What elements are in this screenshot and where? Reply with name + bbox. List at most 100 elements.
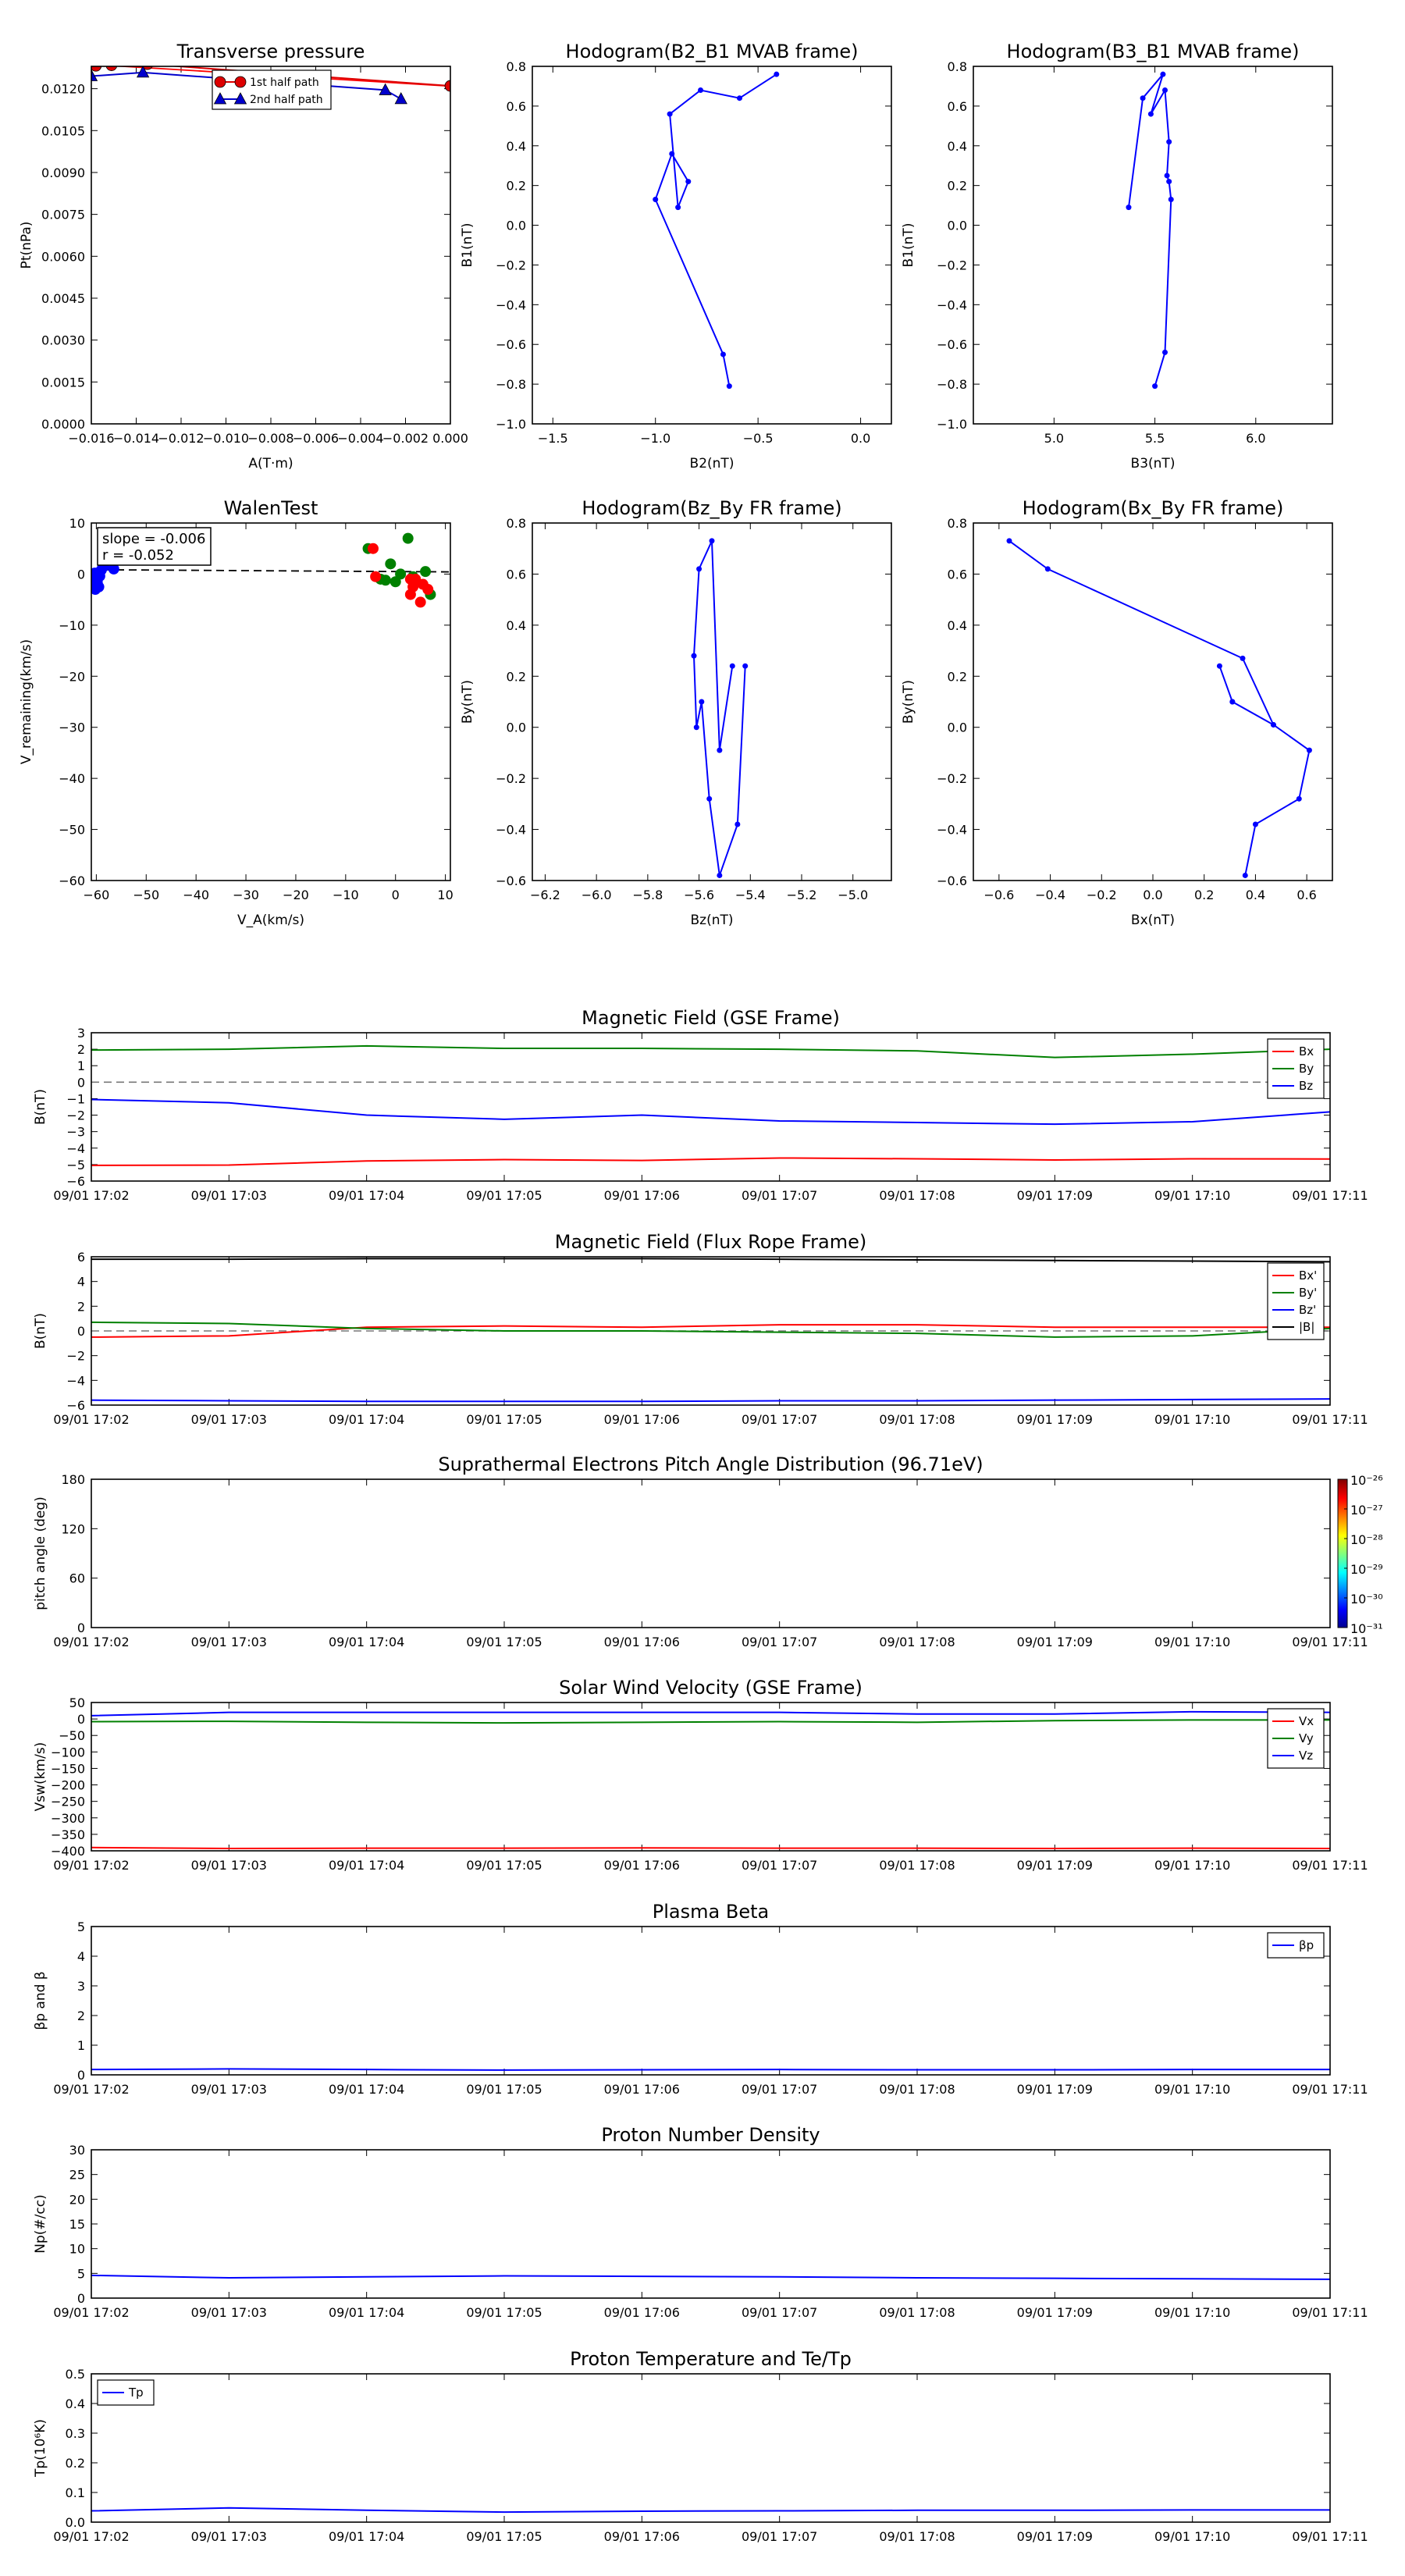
y-tick-label: −5 — [66, 1158, 85, 1172]
x-tick-label: 09/01 17:02 — [53, 2082, 129, 2097]
x-axis-label: B2(nT) — [690, 456, 735, 471]
data-point — [1168, 196, 1174, 202]
x-tick-label: 09/01 17:09 — [1017, 2529, 1093, 2544]
x-tick-label: 09/01 17:08 — [879, 2082, 955, 2097]
data-point — [720, 351, 726, 358]
y-tick-label: 6 — [77, 1250, 85, 1265]
x-tick-label: 09/01 17:11 — [1292, 1635, 1368, 1649]
data-point — [1164, 173, 1170, 179]
y-tick-label: −0.2 — [937, 771, 967, 786]
y-tick-label: 0.0015 — [41, 375, 85, 390]
data-point — [1126, 205, 1132, 211]
x-tick-label: 09/01 17:11 — [1292, 1188, 1368, 1203]
data-point — [706, 795, 713, 802]
x-tick-label: 09/01 17:02 — [53, 1858, 129, 1873]
chart-title: Hodogram(B3_B1 MVAB frame) — [1007, 41, 1300, 62]
x-tick-label: 09/01 17:09 — [1017, 1635, 1093, 1649]
y-tick-label: 0.3 — [66, 2426, 85, 2441]
colorbar-tick-label: 10⁻²⁸ — [1350, 1532, 1383, 1547]
y-tick-label: −4 — [66, 1141, 85, 1156]
x-tick-label: 09/01 17:11 — [1292, 1858, 1368, 1873]
legend-box — [1267, 1708, 1325, 1769]
data-point — [395, 568, 407, 580]
y-tick-label: 0.2 — [948, 179, 967, 194]
plot-frame — [91, 2149, 1331, 2299]
x-tick-label: 09/01 17:05 — [466, 1188, 542, 1203]
y-tick-label: −0.4 — [937, 297, 967, 312]
y-tick-label: 0.0075 — [41, 208, 85, 222]
x-tick-label: −5.4 — [735, 888, 766, 902]
x-tick-label: −20 — [283, 888, 309, 902]
plot-frame — [973, 522, 1333, 881]
colorbar-tick-label: 10⁻²⁶ — [1350, 1473, 1383, 1488]
data-point — [1216, 663, 1222, 669]
chart-bgse: 09/01 17:02 09/01 17:03 09/01 17:04 09/01 1… — [33, 1007, 1368, 1203]
y-tick-label: 0.0 — [507, 219, 526, 233]
y-tick-label: −200 — [51, 1778, 85, 1793]
y-tick-label: 0 — [77, 2068, 85, 2083]
x-tick-label: 09/01 17:06 — [604, 2082, 680, 2097]
x-tick-label: −30 — [233, 888, 259, 902]
x-tick-label: 09/01 17:07 — [742, 2305, 817, 2320]
x-tick-label: −0.006 — [293, 431, 339, 446]
x-tick-label: 09/01 17:11 — [1292, 2529, 1368, 2544]
data-point — [1270, 721, 1276, 728]
x-tick-label: 09/01 17:03 — [191, 1635, 267, 1649]
y-tick-label: −40 — [59, 771, 85, 786]
x-tick-label: 09/01 17:06 — [604, 1858, 680, 1873]
y-axis-label: By(nT) — [901, 680, 916, 724]
y-axis-label: pitch angle (deg) — [33, 1496, 48, 1610]
x-tick-label: 09/01 17:03 — [191, 2305, 267, 2320]
series-line — [91, 1398, 1331, 1403]
x-tick-label: −1.0 — [640, 431, 670, 446]
series-line — [91, 2507, 1330, 2514]
chart-title: WalenTest — [224, 497, 318, 519]
data-point — [717, 747, 723, 753]
x-tick-label: 0.2 — [1194, 888, 1214, 902]
x-tick-label: 09/01 17:09 — [1017, 1188, 1093, 1203]
data-point — [402, 532, 414, 544]
y-tick-label: 0.0 — [948, 219, 967, 233]
plot-area — [1006, 538, 1312, 878]
y-tick-label: 180 — [61, 1472, 85, 1487]
y-tick-label: −0.6 — [937, 873, 967, 888]
legend-label: Vy — [1299, 1731, 1314, 1745]
data-point — [736, 95, 742, 101]
chart-pt: −0.016−0.014−0.012−0.010−0.008−0.006−0.0… — [19, 41, 468, 471]
data-point — [1152, 383, 1158, 390]
y-tick-label: 50 — [69, 1695, 85, 1710]
x-tick-label: 09/01 17:02 — [53, 2305, 129, 2320]
y-tick-label: −250 — [51, 1795, 85, 1809]
series-line — [91, 2068, 1330, 2071]
chart-title: Hodogram(Bz_By FR frame) — [582, 497, 841, 519]
y-tick-label: −50 — [59, 823, 85, 838]
data-point — [94, 571, 105, 582]
legend-label: Tp — [128, 2386, 144, 2400]
data-point — [414, 596, 426, 608]
y-axis-label: Tp(10⁶K) — [33, 2419, 48, 2478]
x-tick-label: −5.8 — [632, 888, 663, 902]
series-line — [91, 1258, 1331, 1263]
y-tick-label: 0.2 — [948, 669, 967, 684]
data-point — [699, 699, 705, 705]
x-tick-label: −0.004 — [337, 431, 383, 446]
x-tick-label: 09/01 17:11 — [1292, 1412, 1368, 1427]
data-point — [698, 87, 704, 94]
y-tick-label: −0.6 — [496, 337, 526, 352]
x-tick-label: −0.014 — [113, 431, 159, 446]
y-axis-label: Vsw(km/s) — [33, 1742, 48, 1812]
x-tick-label: 09/01 17:04 — [329, 1635, 404, 1649]
plot-frame — [532, 522, 892, 881]
data-point — [105, 66, 118, 71]
y-tick-label: −300 — [51, 1811, 85, 1826]
y-tick-label: −50 — [59, 1728, 85, 1743]
y-tick-label: 0 — [77, 2291, 85, 2306]
x-axis-label: Bx(nT) — [1131, 913, 1175, 928]
colorbar-tick-label: 10⁻³¹ — [1350, 1621, 1383, 1636]
y-tick-label: 0.4 — [507, 139, 526, 154]
x-tick-label: 09/01 17:10 — [1154, 1635, 1230, 1649]
x-tick-label: 09/01 17:10 — [1154, 1188, 1230, 1203]
x-tick-label: 09/01 17:07 — [742, 1188, 817, 1203]
chart-h3: −6.2 −6.0 −5.8 −5.6 −5.4 −5.2 −5.0 −0.6 −0.4 −0.2… — [460, 497, 892, 928]
chart-title: Hodogram(B2_B1 MVAB frame) — [566, 41, 859, 62]
